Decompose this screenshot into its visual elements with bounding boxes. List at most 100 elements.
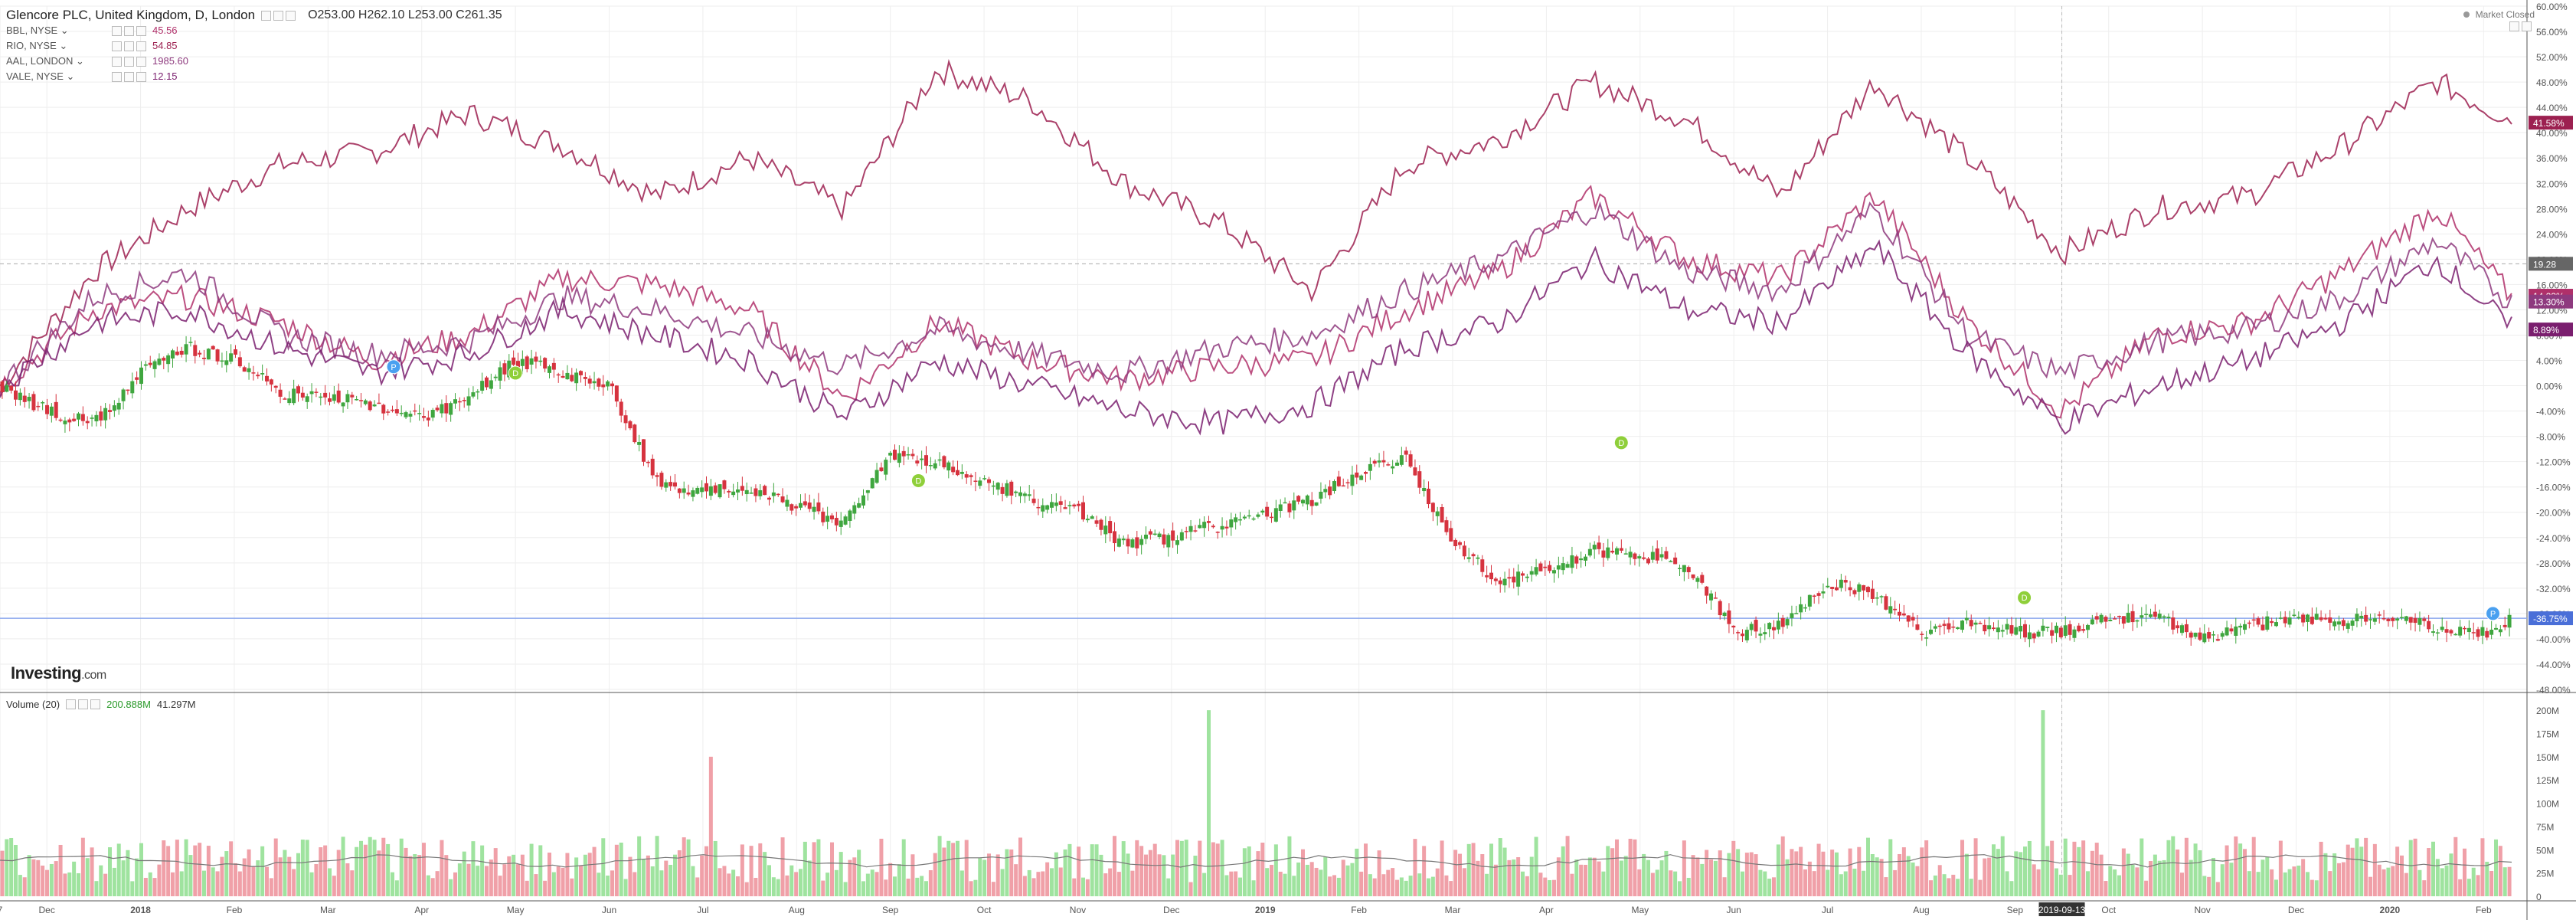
volume-bar (1835, 852, 1839, 896)
volume-bar (198, 843, 202, 896)
comparison-symbol[interactable]: AAL, LONDON ⌄ (6, 55, 84, 67)
candle-body (2319, 617, 2323, 620)
volume-bar (2162, 859, 2166, 896)
candle-body (1215, 532, 1220, 533)
candle-body (166, 355, 171, 365)
volume-bar (1727, 853, 1731, 896)
volume-bar (1565, 836, 1570, 896)
candle-body (143, 364, 148, 366)
candle-body (108, 410, 112, 412)
close-icon[interactable] (2522, 21, 2532, 31)
comparison-controls[interactable] (112, 56, 146, 67)
volume-bar (175, 840, 179, 896)
volume-bar (1521, 871, 1525, 896)
x-tick-label: Feb (1351, 905, 1367, 915)
comparison-symbol[interactable]: BBL, NYSE ⌄ (6, 25, 69, 36)
volume-bar (1453, 850, 1458, 896)
candle-body (2189, 632, 2193, 638)
candle-body (1498, 580, 1502, 584)
volume-bar (2140, 838, 2144, 896)
settings-icon[interactable] (2509, 21, 2519, 31)
volume-bar (874, 872, 879, 896)
candle-body (2386, 618, 2391, 621)
candle-body (1314, 502, 1319, 506)
instrument-title[interactable]: Glencore PLC, United Kingdom, D, London (6, 8, 256, 22)
volume-bar (1983, 858, 1987, 896)
candle-body (1956, 627, 1960, 630)
comparison-symbol[interactable]: RIO, NYSE ⌄ (6, 40, 68, 51)
candle-body (1534, 567, 1538, 575)
candle-body (946, 462, 951, 471)
volume-controls[interactable] (66, 699, 101, 709)
x-tick-label: Sep (2007, 905, 2024, 915)
volume-bar (1345, 865, 1350, 896)
candle-body (502, 363, 507, 375)
price-label-bg (2529, 611, 2573, 626)
volume-bar (2198, 850, 2202, 896)
volume-bar (1538, 873, 1543, 896)
volume-bar (171, 872, 175, 896)
candle-body (305, 396, 309, 402)
candle-body (1659, 554, 1664, 558)
candle-body (1790, 613, 1794, 618)
volume-bar (1489, 843, 1493, 896)
volume-bar (1619, 860, 1623, 896)
candle-body (2009, 625, 2014, 634)
volume-bar (2130, 865, 2135, 896)
volume-bar (215, 871, 220, 896)
volume-bar (2480, 838, 2485, 896)
candle-body (1309, 499, 1314, 506)
volume-bar (1776, 844, 1780, 896)
candle-body (121, 389, 126, 401)
candle-body (1014, 491, 1018, 493)
candle-body (99, 411, 103, 421)
volume-bar (2117, 875, 2121, 896)
volume-bar (1736, 849, 1741, 896)
comparison-row[interactable]: VALE, NYSE ⌄ 12.15 (6, 69, 502, 84)
comparison-controls[interactable] (112, 25, 146, 36)
volume-bar (269, 878, 273, 896)
comparison-row[interactable]: AAL, LONDON ⌄ 1985.60 (6, 54, 502, 69)
candle-body (148, 362, 152, 365)
comparison-row[interactable]: BBL, NYSE ⌄ 45.56 (6, 23, 502, 38)
candle-body (1301, 499, 1305, 504)
candle-body (2453, 634, 2458, 636)
candle-body (1148, 531, 1152, 535)
series-controls[interactable] (261, 10, 296, 21)
candle-body (2381, 617, 2386, 620)
comparison-row[interactable]: RIO, NYSE ⌄ 54.85 (6, 38, 502, 54)
candle-body (80, 414, 85, 421)
candle-body (2431, 631, 2435, 634)
volume-bar (556, 866, 561, 896)
candle-body (1538, 563, 1543, 571)
candle-body (1812, 595, 1816, 597)
candle-body (758, 489, 763, 496)
volume-bar (637, 836, 642, 896)
volume-bar (2027, 840, 2032, 896)
volume-bar (2314, 880, 2319, 896)
candle-body (587, 378, 592, 384)
y-tick-label: 60.00% (2536, 2, 2568, 12)
volume-bar (982, 859, 987, 896)
candle-body (292, 388, 296, 404)
candle-body (1422, 488, 1427, 492)
volume-bar (1973, 838, 1978, 896)
candle-body (1937, 625, 1942, 627)
candle-body (2422, 618, 2427, 621)
comparison-controls[interactable] (112, 41, 146, 51)
comparison-symbol[interactable]: VALE, NYSE ⌄ (6, 70, 75, 82)
candle-body (628, 421, 633, 429)
volume-label[interactable]: Volume (20) (6, 699, 60, 710)
volume-bar (2444, 865, 2449, 896)
market-controls[interactable] (2509, 21, 2532, 31)
volume-bar (1852, 869, 1857, 896)
candle-body (744, 489, 749, 495)
volume-bar (1678, 881, 1682, 896)
volume-bar (72, 861, 77, 896)
candle-body (1273, 508, 1278, 522)
volume-bar (404, 847, 408, 896)
marker-circle (508, 365, 523, 381)
candle-body (691, 490, 695, 497)
comparison-controls[interactable] (112, 71, 146, 82)
